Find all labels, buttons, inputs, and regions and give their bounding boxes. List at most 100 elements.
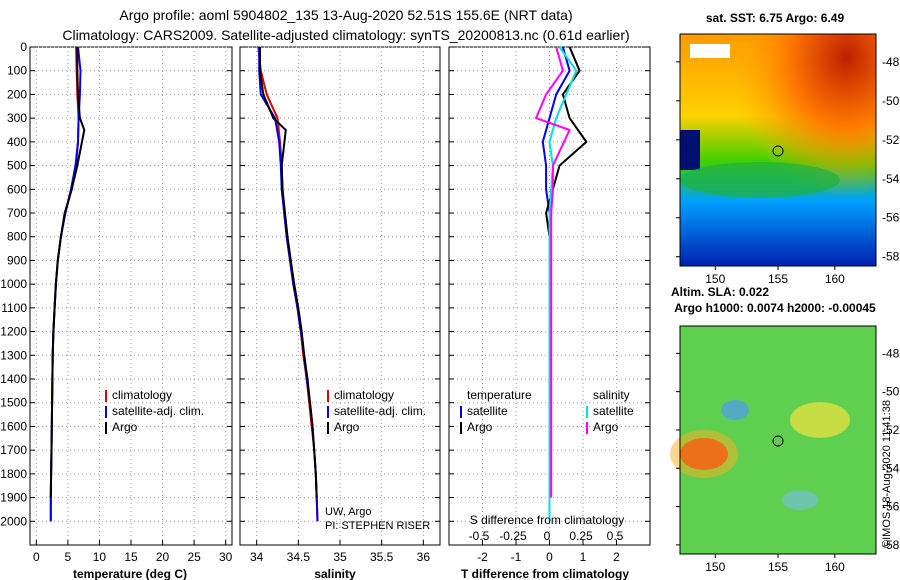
series-line-s-argo	[535, 46, 571, 498]
y-tick-label: 900	[7, 253, 27, 267]
temperature-plot: 0 5 10 15 20 25 300100200300400500600700800900…	[0, 40, 232, 564]
y-tick-label: 500	[7, 159, 27, 173]
y-tick-label: 1800	[0, 467, 27, 481]
legend-swatch-s-satellite	[586, 406, 588, 418]
top-x-tick-label: 0	[544, 529, 551, 543]
map-x-tick-label: 150	[705, 272, 725, 286]
sst-map	[679, 33, 877, 267]
imos-watermark: ©IMOS 18-Aug-2020 11:41:38	[881, 400, 893, 548]
y-tick-label: 100	[7, 64, 27, 78]
legend-swatch-climatology	[327, 390, 329, 402]
map-x-tick-label: 155	[768, 560, 788, 574]
map-y-tick-label: -54	[882, 461, 900, 475]
x-tick-label: -2	[477, 550, 488, 564]
y-tick-label: 1600	[0, 419, 27, 433]
x-tick-label: 35.5	[370, 550, 394, 564]
sla-map	[670, 325, 877, 555]
map-y-tick-label: -52	[882, 133, 900, 147]
map-y-tick-label: -48	[882, 55, 900, 69]
legend-swatch-t-satellite	[460, 406, 462, 418]
sst-map-land-mask	[690, 44, 730, 58]
difference-legend-salinity: salinity satellite Argo	[586, 388, 634, 434]
map-y-tick-label: -54	[882, 172, 900, 186]
sla-map-subtitle: Argo h1000: 0.0074 h2000: -0.00045	[674, 301, 876, 315]
legend-label-satellite: satellite-adj. clim.	[112, 404, 204, 418]
sla-map-cool-patch	[721, 400, 749, 420]
series-line-argo	[49, 47, 86, 498]
salinity-note-line2: PI: STEPHEN RISER	[325, 520, 430, 532]
legend-swatch-argo	[105, 422, 107, 434]
legend-label-climatology: climatology	[334, 388, 394, 402]
salinity-note-line1: UW, Argo	[325, 506, 371, 518]
map-x-tick-label: 160	[825, 560, 845, 574]
y-tick-label: 300	[7, 111, 27, 125]
x-tick-label: 0	[33, 550, 40, 564]
x-tick-label: 10	[93, 550, 107, 564]
sla-map-title: Altim. SLA: 0.022	[671, 285, 769, 299]
figure-title-line1: Argo profile: aoml 5904802_135 13-Aug-20…	[119, 7, 572, 23]
legend-label-s-satellite: satellite	[593, 404, 634, 418]
map-y-tick-label: -56	[882, 500, 900, 514]
legend-label-s-argo: Argo	[593, 420, 619, 434]
y-tick-label: 1500	[0, 396, 27, 410]
x-tick-label: 15	[124, 550, 138, 564]
sst-map-cold-patch	[680, 130, 700, 170]
map-y-tick-label: -58	[882, 538, 900, 552]
sla-map-cool-patch-2	[782, 490, 818, 510]
map-x-tick-label: 155	[768, 272, 788, 286]
y-tick-label: 2000	[0, 514, 27, 528]
legend-label-climatology: climatology	[112, 388, 172, 402]
figure-title-line2: Climatology: CARS2009. Satellite-adjuste…	[62, 27, 629, 43]
legend-swatch-t-argo	[460, 422, 462, 434]
series-line-argo	[259, 47, 318, 498]
y-tick-label: 700	[7, 206, 27, 220]
difference-axis-label: T difference from climatology	[461, 567, 629, 580]
series-line-s-satellite	[548, 46, 578, 522]
top-x-tick-label: -0.5	[469, 529, 490, 543]
legend-swatch-satellite	[105, 406, 107, 418]
legend-swatch-s-argo	[586, 422, 588, 434]
y-tick-label: 1100	[1, 301, 27, 315]
x-tick-label: 2	[613, 550, 620, 564]
map-y-tick-label: -50	[882, 385, 900, 399]
legend-title-temperature: temperature	[467, 388, 532, 402]
y-tick-label: 0	[20, 40, 27, 54]
y-tick-label: 1200	[0, 325, 27, 339]
legend-swatch-satellite	[327, 406, 329, 418]
sla-map-yellow-patch	[790, 402, 850, 438]
map-y-tick-label: -50	[882, 94, 900, 108]
top-x-tick-label: -0.25	[499, 529, 527, 543]
x-tick-label: 36	[417, 550, 431, 564]
map-y-tick-label: -52	[882, 423, 900, 437]
y-tick-label: 200	[7, 87, 27, 101]
y-tick-label: 800	[7, 230, 27, 244]
y-tick-label: 1300	[0, 348, 27, 362]
legend-title-salinity: salinity	[593, 388, 630, 402]
sst-map-warm-region	[680, 34, 876, 266]
legend-label-argo: Argo	[112, 420, 138, 434]
sst-map-front	[680, 162, 840, 198]
x-tick-label: 5	[65, 550, 72, 564]
y-tick-label: 600	[7, 182, 27, 196]
x-tick-label: 34	[250, 550, 264, 564]
sla-map-warm-eddy-halo	[670, 430, 738, 478]
y-tick-label: 400	[7, 135, 27, 149]
x-tick-label: 1	[580, 550, 587, 564]
x-tick-label: 34.5	[287, 550, 311, 564]
legend-label-t-argo: Argo	[467, 420, 493, 434]
x-tick-label: 30	[219, 550, 233, 564]
salinity-plot: 34 34.5 35 35.5 36	[240, 46, 440, 564]
legend-label-argo: Argo	[334, 420, 360, 434]
x-tick-label: 25	[187, 550, 201, 564]
top-x-tick-label: 0.5	[607, 529, 624, 543]
temperature-legend: climatology satellite-adj. clim. Argo	[105, 388, 204, 434]
sst-map-title: sat. SST: 6.75 Argo: 6.49	[706, 11, 845, 25]
salinity-legend: climatology satellite-adj. clim. Argo	[327, 388, 426, 434]
top-x-tick-label: 0.25	[569, 529, 593, 543]
legend-label-satellite: satellite-adj. clim.	[334, 404, 426, 418]
difference-top-axis-label: S difference from climatology	[470, 513, 625, 527]
x-tick-label: 0	[546, 550, 553, 564]
map-y-tick-label: -56	[882, 211, 900, 225]
difference-plot: -2 -1 0 1 2	[449, 46, 650, 564]
